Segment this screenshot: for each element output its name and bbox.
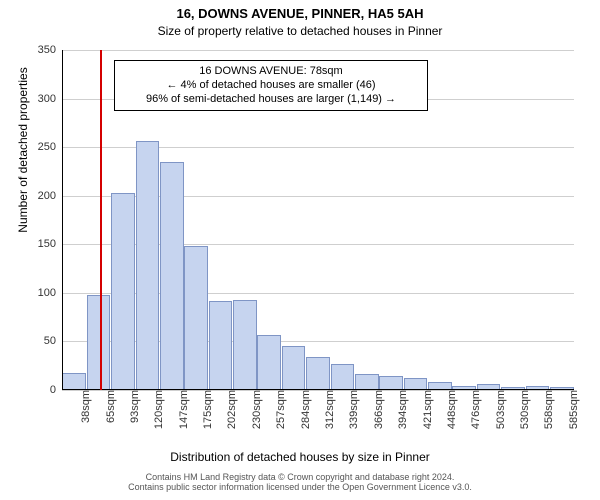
ytick-label: 200 [38,190,62,202]
xtick-label: 284sqm [296,390,312,429]
xtick-label: 585sqm [564,390,580,429]
xtick-label: 230sqm [247,390,263,429]
xtick-label: 38sqm [76,390,92,423]
histogram-bar [355,374,379,391]
footer-line1: Contains HM Land Registry data © Crown c… [0,472,600,482]
xtick-label: 93sqm [125,390,141,423]
xtick-label: 448sqm [442,390,458,429]
histogram-bar [160,162,184,390]
histogram-bar [87,295,111,390]
grid-line [62,50,574,51]
histogram-bar [233,300,257,390]
x-axis-label: Distribution of detached houses by size … [0,450,600,464]
footer: Contains HM Land Registry data © Crown c… [0,472,600,492]
page-subtitle: Size of property relative to detached ho… [0,24,600,38]
xtick-label: 312sqm [320,390,336,429]
histogram-bar [306,357,330,390]
xtick-label: 366sqm [369,390,385,429]
histogram-bar [111,193,135,390]
page-title: 16, DOWNS AVENUE, PINNER, HA5 5AH [0,6,600,21]
annotation-line1: 16 DOWNS AVENUE: 78sqm [123,65,419,79]
y-axis-label: Number of detached properties [16,0,30,320]
ytick-label: 0 [50,384,62,396]
chart-container: 16, DOWNS AVENUE, PINNER, HA5 5AH Size o… [0,0,600,500]
histogram-bar [62,373,86,390]
ytick-label: 350 [38,44,62,56]
histogram-bar [282,346,306,390]
xtick-label: 421sqm [418,390,434,429]
annotation-line2: ← 4% of detached houses are smaller (46) [123,79,419,93]
xtick-label: 202sqm [222,390,238,429]
xtick-label: 558sqm [539,390,555,429]
histogram-bar [257,335,281,390]
property-marker-line [100,50,102,390]
xtick-label: 147sqm [174,390,190,429]
y-axis [62,50,63,390]
ytick-label: 300 [38,93,62,105]
ytick-label: 150 [38,238,62,250]
histogram-bar [209,301,233,390]
xtick-label: 394sqm [393,390,409,429]
ytick-label: 50 [44,335,62,347]
histogram-bar [331,364,355,390]
xtick-label: 339sqm [344,390,360,429]
xtick-label: 476sqm [466,390,482,429]
annotation-line3: 96% of semi-detached houses are larger (… [123,93,419,107]
ytick-label: 250 [38,141,62,153]
histogram-bar [136,141,160,390]
xtick-label: 503sqm [491,390,507,429]
histogram-bar [184,246,208,390]
xtick-label: 65sqm [101,390,117,423]
xtick-label: 175sqm [198,390,214,429]
xtick-label: 120sqm [149,390,165,429]
x-axis [62,389,574,390]
xtick-label: 257sqm [271,390,287,429]
annotation-box: 16 DOWNS AVENUE: 78sqm ← 4% of detached … [114,60,428,111]
xtick-label: 530sqm [515,390,531,429]
histogram-bar [379,376,403,390]
footer-line2: Contains public sector information licen… [0,482,600,492]
ytick-label: 100 [38,287,62,299]
